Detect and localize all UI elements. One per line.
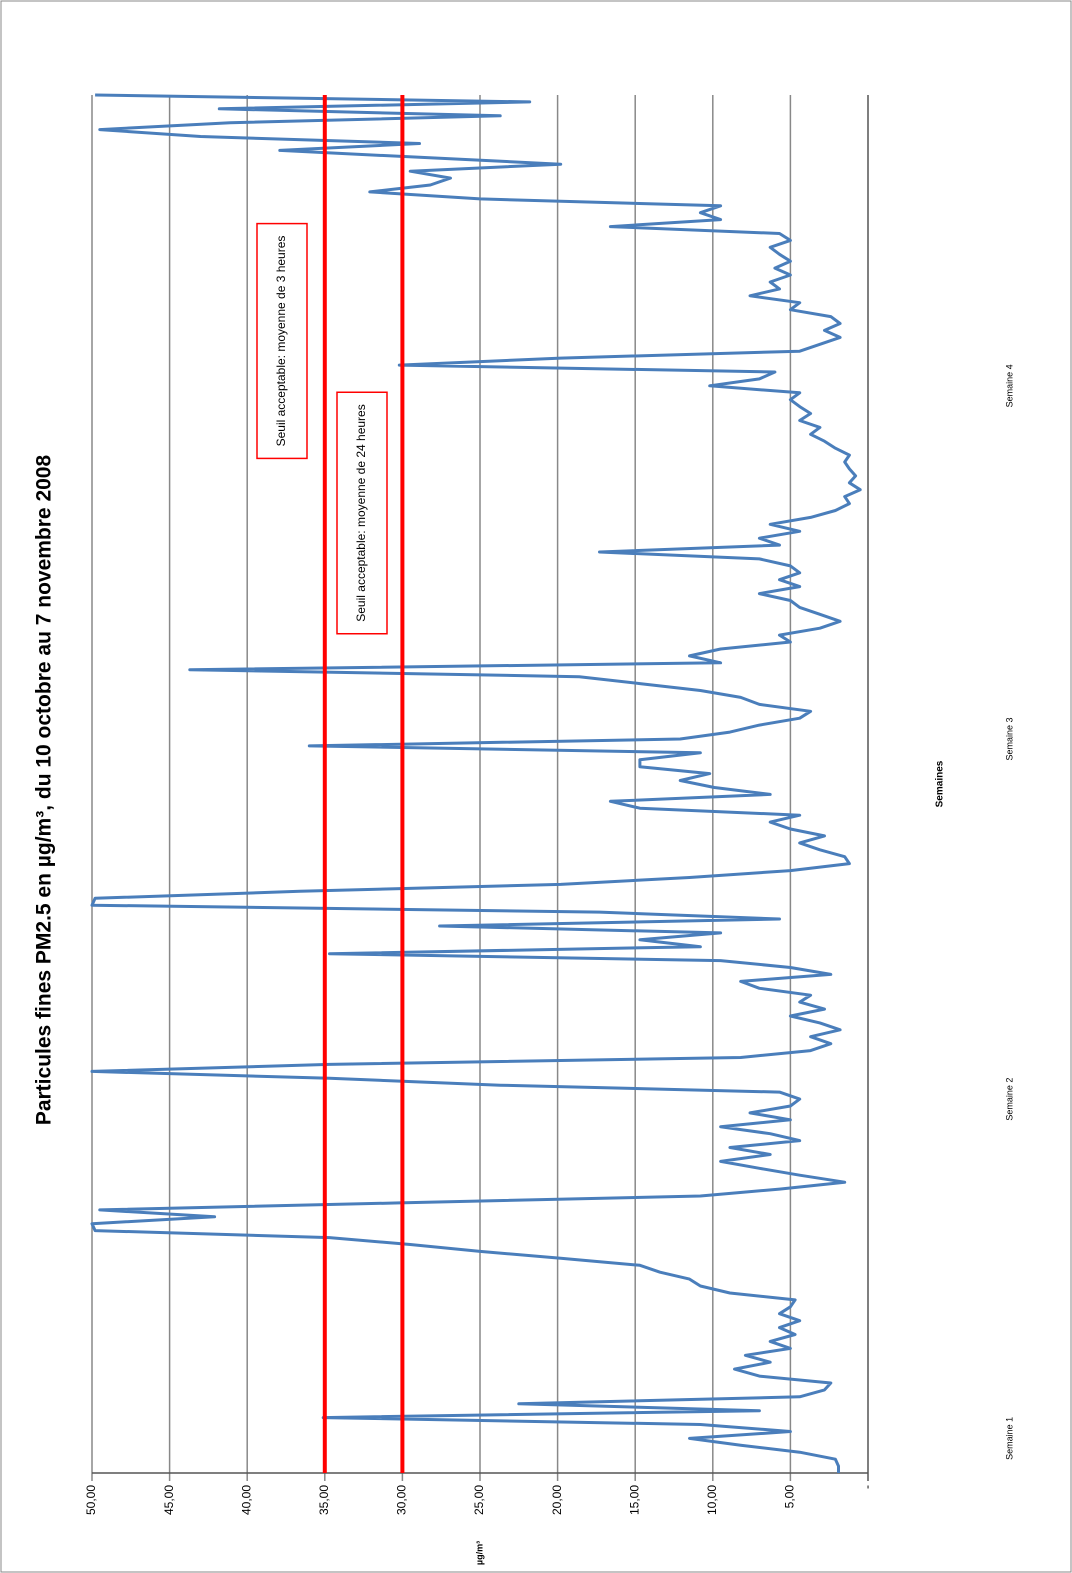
y-tick-label: 45,00: [162, 1485, 176, 1515]
x-tick-label: Semaine 1: [1004, 1417, 1014, 1460]
y-tick-label: 10,00: [705, 1485, 719, 1515]
chart-title: Particules fines PM2.5 en µg/m³, du 10 o…: [33, 455, 56, 1126]
x-tick-label: Semaine 3: [1004, 717, 1014, 760]
y-tick-label: 40,00: [239, 1485, 253, 1515]
y-tick-label: -: [860, 1485, 874, 1489]
x-axis-title: Semaines: [935, 760, 946, 807]
rotated-chart: Particules fines PM2.5 en µg/m³, du 10 o…: [33, 93, 1014, 1565]
annotation-box: [336, 391, 388, 635]
data-line: [90, 93, 862, 1473]
y-axis-title: µg/m³: [474, 1541, 484, 1565]
y-tick-label: 25,00: [472, 1485, 486, 1515]
x-tick-label: Semaine 4: [1004, 364, 1014, 407]
y-tick-label: 30,00: [395, 1485, 409, 1515]
annotation-box: [256, 222, 308, 460]
y-tick-label: 15,00: [627, 1485, 641, 1515]
y-tick-label: 50,00: [84, 1485, 98, 1515]
x-tick-label: Semaine 2: [1004, 1078, 1014, 1121]
y-tick-label: 5,00: [783, 1485, 797, 1509]
annotation-text: Seuil acceptable: moyenne de 24 heures: [354, 404, 368, 621]
annotation-text: Seuil acceptable: moyenne de 3 heures: [274, 236, 288, 447]
y-tick-label: 35,00: [317, 1485, 331, 1515]
y-tick-label: 20,00: [550, 1485, 564, 1515]
